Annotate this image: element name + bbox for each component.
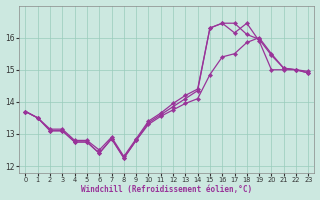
X-axis label: Windchill (Refroidissement éolien,°C): Windchill (Refroidissement éolien,°C) — [81, 185, 252, 194]
